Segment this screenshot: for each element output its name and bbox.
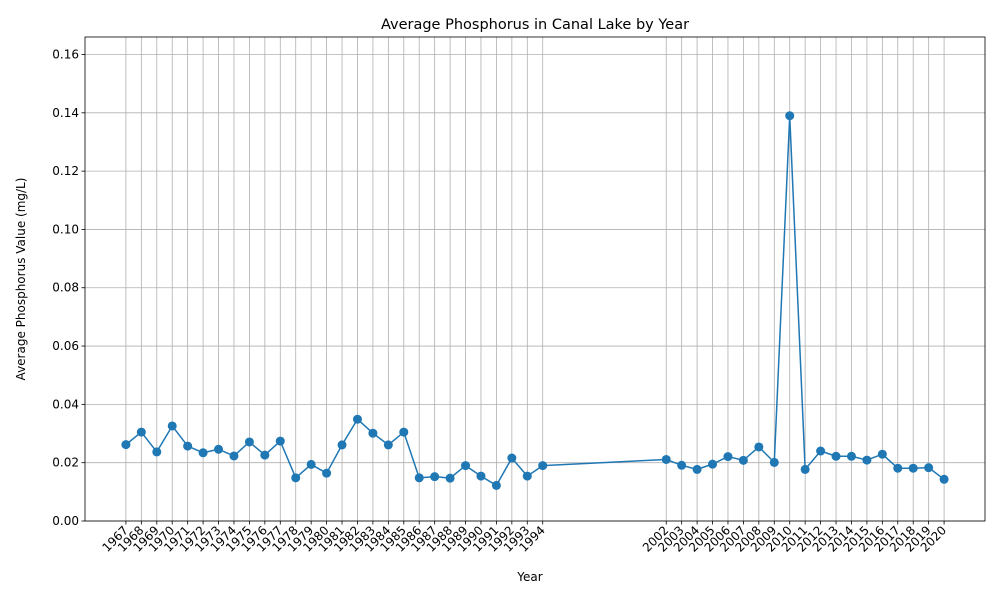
data-point: [939, 474, 949, 484]
data-point: [893, 463, 903, 473]
data-point: [167, 421, 177, 431]
data-series: [121, 111, 949, 490]
y-tick-label: 0.12: [52, 164, 79, 178]
data-point: [507, 453, 517, 463]
data-point: [692, 464, 702, 474]
y-tick-label: 0.14: [52, 106, 79, 120]
chart-title: Average Phosphorus in Canal Lake by Year: [381, 17, 689, 33]
data-point: [816, 446, 826, 456]
data-point: [275, 436, 285, 446]
data-point: [229, 451, 239, 461]
data-point: [352, 414, 362, 424]
data-point: [244, 437, 254, 447]
plot-area-frame: [84, 36, 986, 522]
data-point: [738, 455, 748, 465]
data-point: [337, 440, 347, 450]
data-point: [121, 440, 131, 450]
x-axis-title: Year: [516, 570, 542, 584]
data-point: [754, 442, 764, 452]
grid: [85, 37, 985, 522]
data-point: [491, 480, 501, 490]
data-point: [785, 111, 795, 121]
data-point: [461, 461, 471, 471]
data-point: [414, 473, 424, 483]
data-point: [399, 427, 409, 437]
data-point: [708, 459, 718, 469]
data-point: [445, 473, 455, 483]
y-tick-label: 0.02: [52, 456, 79, 470]
data-point: [677, 460, 687, 470]
data-point: [723, 452, 733, 462]
y-tick-label: 0.08: [52, 281, 79, 295]
data-point: [198, 448, 208, 458]
data-point: [661, 454, 671, 464]
data-point: [430, 472, 440, 482]
data-point: [924, 463, 934, 473]
y-tick-label: 0.06: [52, 339, 79, 353]
data-point: [522, 471, 532, 481]
y-tick-label: 0.00: [52, 514, 79, 528]
data-point: [260, 450, 270, 460]
data-point: [306, 459, 316, 469]
data-point: [800, 464, 810, 474]
data-point: [538, 461, 548, 471]
data-point: [831, 451, 841, 461]
data-point: [476, 471, 486, 481]
y-tick-label: 0.16: [52, 47, 79, 61]
data-point: [214, 444, 224, 454]
data-point: [183, 441, 193, 451]
data-point: [322, 468, 332, 478]
y-tick-label: 0.04: [52, 397, 79, 411]
data-point: [368, 428, 378, 438]
data-point: [908, 463, 918, 473]
data-point: [136, 427, 146, 437]
data-point: [862, 455, 872, 465]
y-tick-label: 0.10: [52, 222, 79, 236]
data-point: [877, 449, 887, 459]
data-point: [769, 457, 779, 467]
data-point: [383, 440, 393, 450]
data-point: [846, 451, 856, 461]
axis-ticks: 0.000.020.040.060.080.100.120.140.161967…: [52, 47, 949, 554]
data-point: [291, 473, 301, 483]
data-point: [152, 447, 162, 457]
y-axis-title: Average Phosphorus Value (mg/L): [14, 178, 28, 381]
